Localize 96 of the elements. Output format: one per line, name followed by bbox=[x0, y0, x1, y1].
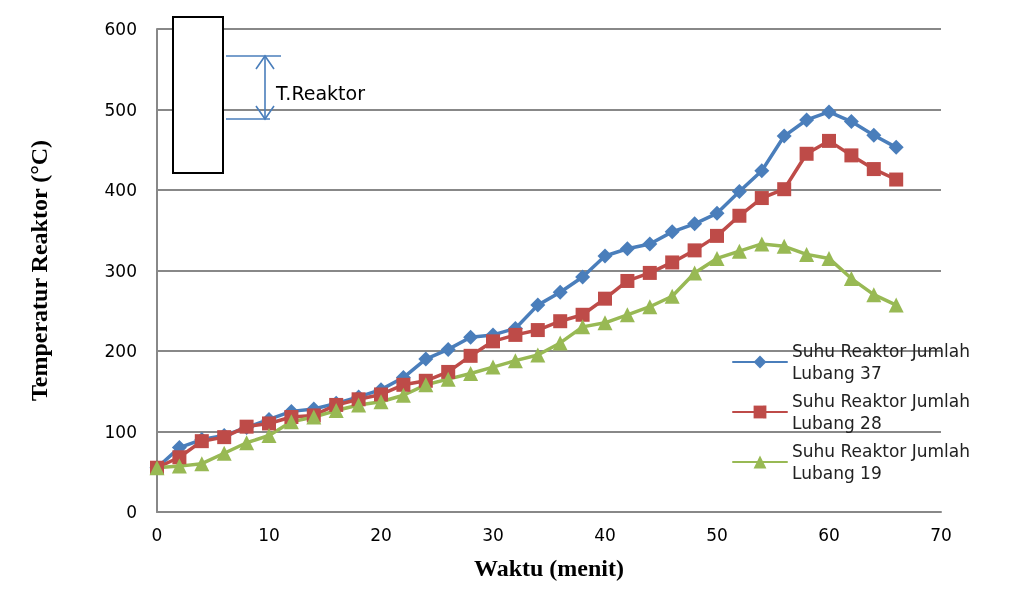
point bbox=[575, 307, 590, 322]
point bbox=[888, 139, 904, 155]
point bbox=[530, 297, 546, 313]
point bbox=[262, 416, 276, 431]
point bbox=[552, 284, 568, 300]
point bbox=[261, 428, 277, 444]
point bbox=[776, 238, 792, 254]
legend-label: Suhu Reaktor Jumlah Lubang 19 bbox=[792, 441, 976, 483]
point bbox=[553, 314, 568, 329]
point bbox=[418, 377, 434, 393]
point bbox=[395, 387, 411, 403]
point bbox=[642, 265, 657, 280]
x-axis-title: Waktu (menit) bbox=[474, 555, 624, 581]
point bbox=[732, 208, 747, 223]
point bbox=[844, 148, 859, 163]
point bbox=[463, 348, 478, 363]
point bbox=[866, 162, 881, 177]
point bbox=[575, 269, 591, 285]
point bbox=[619, 241, 635, 257]
point bbox=[799, 246, 815, 262]
x-tick-label: 20 bbox=[370, 524, 392, 545]
point bbox=[710, 228, 724, 243]
point bbox=[373, 394, 389, 410]
point bbox=[822, 133, 836, 148]
point bbox=[687, 243, 702, 258]
x-tick-label: 60 bbox=[818, 524, 840, 545]
point bbox=[171, 458, 187, 474]
point bbox=[216, 445, 232, 461]
point bbox=[620, 273, 635, 288]
point bbox=[597, 248, 613, 264]
y-axis-title: Temperatur Reaktor (°C) bbox=[26, 139, 52, 402]
point bbox=[440, 341, 456, 357]
point bbox=[866, 287, 882, 303]
point bbox=[777, 182, 792, 197]
x-tick-label: 10 bbox=[258, 524, 280, 545]
point bbox=[598, 291, 612, 306]
legend-label: Suhu Reaktor Jumlah Lubang 28 bbox=[792, 391, 976, 433]
point bbox=[799, 146, 814, 161]
point bbox=[172, 450, 187, 465]
x-tick-label: 0 bbox=[151, 524, 163, 545]
point bbox=[283, 414, 299, 430]
point bbox=[194, 456, 210, 472]
point bbox=[351, 397, 367, 413]
point bbox=[866, 127, 882, 143]
y-tick-label: 100 bbox=[104, 421, 137, 442]
point bbox=[799, 112, 815, 128]
point bbox=[552, 335, 568, 351]
point bbox=[754, 191, 769, 206]
point bbox=[888, 297, 904, 313]
y-tick-label: 600 bbox=[104, 19, 137, 39]
x-tick-label: 50 bbox=[706, 524, 728, 545]
point bbox=[597, 315, 613, 331]
point bbox=[754, 163, 770, 179]
y-tick-label: 300 bbox=[104, 260, 137, 281]
point bbox=[731, 243, 747, 259]
point bbox=[508, 327, 523, 342]
point bbox=[665, 255, 680, 270]
legend-label: Suhu Reaktor Jumlah Lubang 37 bbox=[792, 341, 976, 383]
point bbox=[731, 184, 747, 200]
point bbox=[664, 224, 680, 240]
point bbox=[709, 250, 725, 266]
point bbox=[709, 205, 725, 221]
y-tick-label: 500 bbox=[104, 99, 137, 120]
x-tick-label: 30 bbox=[482, 524, 504, 545]
y-tick-label: 0 bbox=[126, 502, 137, 522]
point bbox=[821, 104, 837, 120]
point bbox=[821, 250, 837, 266]
point bbox=[843, 271, 859, 287]
x-tick-label: 70 bbox=[930, 524, 952, 545]
point bbox=[642, 299, 658, 315]
point bbox=[463, 366, 479, 382]
point bbox=[687, 216, 703, 232]
point bbox=[619, 307, 635, 323]
point bbox=[328, 403, 344, 419]
point bbox=[575, 319, 591, 335]
point bbox=[396, 377, 411, 392]
x-tick-label: 40 bbox=[594, 524, 616, 545]
point bbox=[485, 359, 501, 375]
point bbox=[754, 236, 770, 252]
point bbox=[486, 334, 500, 349]
point bbox=[463, 329, 479, 345]
y-tick-label: 400 bbox=[104, 180, 137, 200]
point bbox=[687, 265, 703, 281]
point bbox=[418, 351, 434, 367]
point bbox=[843, 114, 859, 130]
point bbox=[776, 128, 792, 144]
point bbox=[507, 353, 523, 369]
point bbox=[440, 371, 456, 387]
point bbox=[530, 323, 545, 338]
annotation: T.Reaktor bbox=[276, 82, 365, 104]
point bbox=[530, 347, 546, 363]
point bbox=[889, 172, 904, 187]
y-tick-label: 200 bbox=[104, 341, 137, 361]
point bbox=[664, 288, 680, 304]
point bbox=[239, 435, 255, 451]
point bbox=[642, 236, 658, 252]
